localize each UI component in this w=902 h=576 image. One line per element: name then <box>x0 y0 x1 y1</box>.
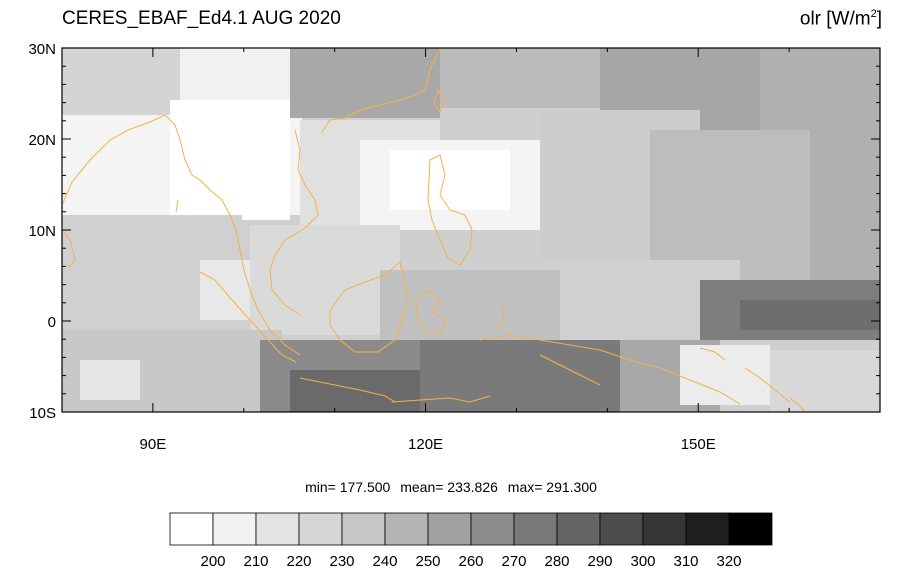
lat-label: 20N <box>28 132 56 149</box>
colorbar-box <box>384 512 429 546</box>
colorbar-box <box>470 512 515 546</box>
colorbar-label: 210 <box>243 553 268 570</box>
colorbar-box <box>556 512 601 546</box>
stat-min: min= 177.500 <box>305 479 391 495</box>
colorbar-box <box>169 512 214 546</box>
colorbar-label: 280 <box>544 553 569 570</box>
colorbar-label: 290 <box>587 553 612 570</box>
olr-map: 30N 20N 10N 0 10S 90E 120E 150E <box>28 41 881 453</box>
colorbar-box <box>212 512 257 546</box>
longitude-labels: 90E 120E 150E <box>140 436 716 453</box>
colorbar-label: 260 <box>458 553 483 570</box>
colorbar-label: 230 <box>329 553 354 570</box>
colorbar-box <box>685 512 730 546</box>
axis-ticks <box>61 47 881 413</box>
coastline <box>62 48 806 412</box>
colorbar-label: 240 <box>372 553 397 570</box>
colorbar-box <box>298 512 343 546</box>
colorbar-label: 200 <box>200 553 225 570</box>
lat-label: 30N <box>28 41 56 58</box>
colorbar-labels: 200 210 220 230 240 250 260 270 280 290 300 310 320 <box>200 553 741 570</box>
colorbar-label: 220 <box>286 553 311 570</box>
colorbar-label: 270 <box>501 553 526 570</box>
lon-label: 90E <box>140 436 167 453</box>
lat-label: 10N <box>28 223 56 240</box>
colorbar-box <box>728 512 773 546</box>
colorbar-box <box>642 512 687 546</box>
colorbar-box <box>427 512 472 546</box>
variable-units: olr [W/m2] <box>799 8 882 30</box>
colorbar-label: 300 <box>630 553 655 570</box>
colorbar-box <box>599 512 644 546</box>
colorbar-label: 320 <box>716 553 741 570</box>
field-statistics: min= 177.500 mean= 233.826 max= 291.300 <box>0 479 902 495</box>
colorbar-box <box>513 512 558 546</box>
lat-label: 10S <box>29 405 56 422</box>
map-title: CERES_EBAF_Ed4.1 AUG 2020 <box>62 8 341 29</box>
colorbar-box <box>255 512 300 546</box>
colorbar-label: 310 <box>673 553 698 570</box>
stat-mean: mean= 233.826 <box>400 479 498 495</box>
lon-label: 120E <box>408 436 443 453</box>
lat-label: 0 <box>48 314 56 331</box>
latitude-labels: 30N 20N 10N 0 10S <box>28 41 56 422</box>
stat-max: max= 291.300 <box>507 479 597 495</box>
colorbar-box <box>341 512 386 546</box>
colorbar-label: 250 <box>415 553 440 570</box>
olr-field <box>62 48 880 412</box>
lon-label: 150E <box>681 436 716 453</box>
colorbar-boxes <box>169 512 773 546</box>
